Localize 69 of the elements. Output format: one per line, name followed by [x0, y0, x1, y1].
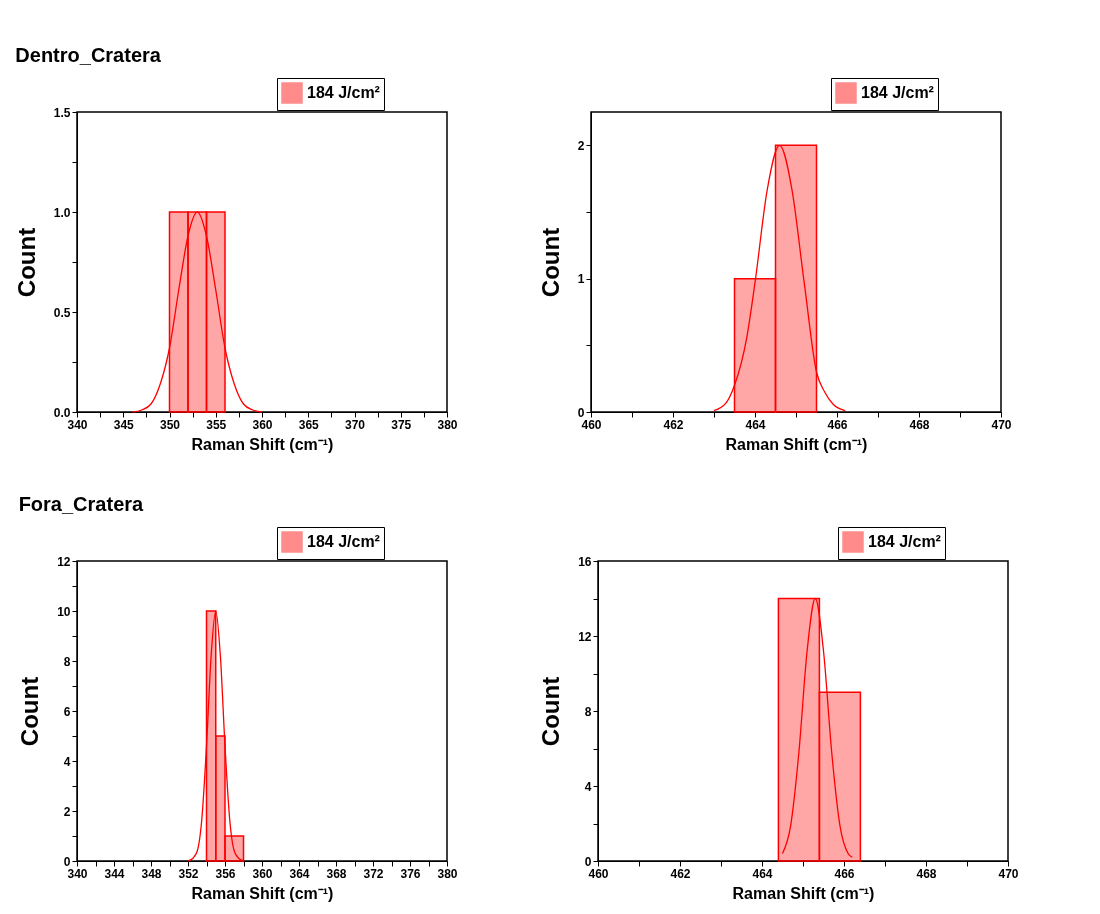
x-tick-label: 460 [581, 417, 602, 432]
x-axis-title: Raman Shift (cm⁻¹) [732, 884, 875, 902]
legend-label: 184 J/cm² [861, 84, 934, 101]
x-tick-label: 470 [998, 866, 1019, 881]
x-tick-label: 348 [141, 866, 162, 881]
y-tick-label: 0.5 [53, 305, 71, 320]
line-series [187, 610, 245, 862]
x-tick-label: 344 [104, 866, 125, 881]
x-tick-label: 380 [437, 866, 458, 881]
x-tick-label: 360 [252, 866, 273, 881]
x-tick-label: 352 [178, 866, 199, 881]
y-axis-title: Count [12, 227, 40, 298]
x-tick-label: 365 [298, 417, 320, 432]
line-series [781, 597, 853, 858]
y-tick-label: 0.0 [53, 405, 71, 420]
x-tick-label: 470 [991, 417, 1012, 432]
legend-label: 184 J/cm² [307, 533, 380, 550]
x-tick-label: 368 [326, 866, 347, 881]
y-tick-label: 0 [577, 405, 585, 420]
x-tick-label: 466 [827, 417, 848, 432]
y-tick-label: 8 [584, 704, 592, 719]
x-tick-label: 376 [400, 866, 421, 881]
x-tick-label: 340 [67, 417, 88, 432]
y-tick-label: 12 [57, 554, 71, 569]
y-tick-label: 4 [584, 779, 592, 794]
x-tick-label: 355 [206, 417, 227, 432]
x-tick-label: 340 [67, 866, 88, 881]
x-axis-title: Raman Shift (cm⁻¹) [191, 884, 334, 902]
y-tick-label: 0 [584, 854, 592, 869]
line-series [713, 144, 846, 412]
x-tick-label: 372 [363, 866, 384, 881]
x-tick-label: 370 [344, 417, 366, 432]
legend-label: 184 J/cm² [868, 533, 941, 550]
x-tick-label: 464 [745, 417, 766, 432]
x-tick-label: 460 [588, 866, 609, 881]
y-tick-label: 2 [577, 138, 585, 153]
y-tick-label: 8 [63, 654, 71, 669]
x-tick-label: 345 [113, 417, 135, 432]
y-axis-title: Count [536, 227, 564, 298]
x-tick-label: 462 [663, 417, 684, 432]
x-tick-label: 468 [909, 417, 930, 432]
y-tick-label: 16 [578, 554, 592, 569]
x-tick-label: 466 [834, 866, 855, 881]
y-axis-title: Count [537, 676, 565, 747]
x-tick-label: 356 [215, 866, 236, 881]
y-tick-label: 2 [63, 804, 71, 819]
y-tick-label: 4 [63, 754, 71, 769]
y-tick-label: 10 [57, 604, 71, 619]
x-tick-label: 360 [252, 417, 273, 432]
y-axis-title: Count [16, 676, 44, 747]
x-tick-label: 350 [159, 417, 181, 432]
x-tick-label: 380 [437, 417, 458, 432]
y-tick-label: 0 [63, 854, 71, 869]
x-axis-title: Raman Shift (cm⁻¹) [725, 435, 868, 453]
y-tick-label: 1.5 [53, 105, 71, 120]
y-tick-label: 6 [63, 704, 71, 719]
line-series [131, 211, 263, 413]
chart-title: Dentro_Cratera [15, 43, 162, 66]
y-tick-label: 1 [577, 272, 585, 287]
x-axis-title: Raman Shift (cm⁻¹) [191, 435, 334, 453]
x-tick-label: 464 [752, 866, 773, 881]
x-tick-label: 375 [391, 417, 412, 432]
chart-title: Fora_Cratera [18, 492, 145, 515]
y-tick-label: 12 [578, 629, 592, 644]
legend-label: 184 J/cm² [307, 84, 380, 101]
y-tick-label: 1.0 [53, 205, 71, 220]
x-tick-label: 468 [916, 866, 937, 881]
x-tick-label: 462 [670, 866, 691, 881]
x-tick-label: 364 [289, 866, 310, 881]
